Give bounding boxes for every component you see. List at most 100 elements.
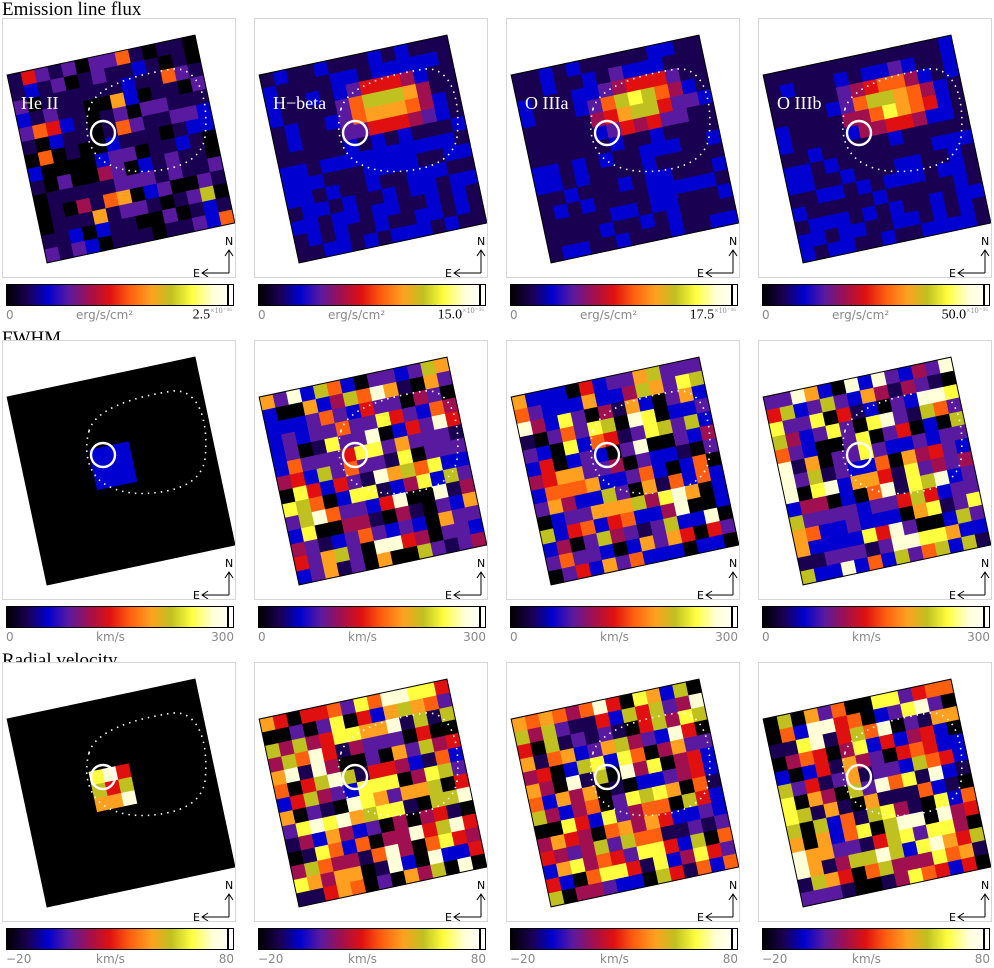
colorbar-labels: 0 km/s 300 [762,630,990,646]
colorbar-min-label: 0 [510,308,518,322]
map-frame: H−beta N E [254,18,488,278]
colorbar-unit-label: km/s [348,630,377,644]
compass-north-label: N [981,879,989,892]
colorbar [510,928,738,950]
colorbar-unit-label: km/s [600,952,629,966]
map-pixels [510,678,739,908]
compass-arrows: NE [193,235,234,278]
compass-arrows: NE [445,879,486,922]
colorbar-max-label: 300 [967,630,990,644]
colorbar-labels: −20 km/s 80 [510,952,738,968]
colorbar-unit-label: km/s [96,952,125,966]
aperture-circle [593,763,621,791]
compass-north-label: N [477,235,485,248]
colorbar-min-label: −20 [6,952,32,966]
compass-arrows: NE [697,235,738,278]
compass-arrows: NE [193,879,234,922]
aperture-circle [593,441,621,469]
colorbar-min-label: 0 [510,630,518,644]
compass-east-label: E [193,911,200,922]
compass-north-label: N [981,235,989,248]
colorbar-tick [731,285,733,305]
map-frame: O IIIa N E [506,18,740,278]
colorbar-tick [479,929,481,949]
compass-north-label: N [729,557,737,570]
compass-east-label: E [193,589,200,600]
colorbar-labels: 0 erg/s/cm² 17.5×10⁻¹⁶ [510,306,738,324]
line-label: He II [21,93,59,113]
aperture-circle [89,119,117,147]
compass-arrows: NE [193,557,234,600]
colorbar [762,284,990,306]
colorbar-min-label: 0 [6,630,14,644]
panel-fwhm-0: N E 0 km/s 300 [2,340,236,644]
aperture-circle [341,763,369,791]
colorbar-max-mantissa: 17.5 [689,307,715,323]
compass-east-label: E [193,267,200,278]
emission-map [258,356,487,586]
map-pixels [258,678,487,908]
aperture-circle [341,119,369,147]
colorbar-min-label: 0 [258,630,266,644]
map-pixels [6,356,235,586]
colorbar-labels: −20 km/s 80 [258,952,486,968]
compass-east-label: E [697,911,704,922]
colorbar-min-label: 0 [258,308,266,322]
compass-arrows: NE [949,879,990,921]
colorbar-max-label: 80 [974,952,990,966]
panel-flux-0: He II N E 0 erg/s/cm² 2.5×10⁻¹⁶ [2,18,236,323]
emission-map [258,678,487,908]
colorbar-max-label: 80 [470,952,486,966]
emission-map [762,678,991,908]
panel-flux-1: H−beta N E 0 erg/s/cm² 15.0×10⁻¹⁶ [254,18,488,323]
colorbar-max-label: 300 [715,630,738,644]
compass-north-label: N [225,235,233,248]
panel-fwhm-2: N E 0 km/s 300 [506,340,740,644]
colorbar-min-label: −20 [510,952,536,966]
colorbar [510,606,738,628]
colorbar-min-label: −20 [258,952,284,966]
compass-arrows: NE [697,557,738,599]
map-pixels [258,356,487,586]
colorbar-max-label: 2.5×10⁻¹⁶ [193,306,232,324]
colorbar-max-exponent: ×10⁻¹⁶ [210,306,232,315]
colorbar-max-exponent: ×10⁻¹⁶ [462,306,484,315]
compass-arrows: NE [445,235,486,278]
compass-arrows: NE [445,557,486,599]
colorbar-tick [983,929,985,949]
compass-east-label: E [445,267,452,278]
map-pixels [510,356,739,586]
compass-east-label: E [445,911,452,922]
colorbar-labels: 0 erg/s/cm² 50.0×10⁻¹⁶ [762,306,990,324]
compass-east-label: E [697,267,704,278]
colorbar-unit-label: km/s [96,630,125,644]
colorbar [762,606,990,628]
colorbar-min-label: 0 [6,308,14,322]
emission-map [762,34,991,264]
map-pixels [6,34,235,264]
colorbar [258,606,486,628]
panel-fwhm-1: N E 0 km/s 300 [254,340,488,644]
map-pixels [762,678,991,908]
compass-arrows: NE [697,879,738,922]
colorbar-unit-label: km/s [852,630,881,644]
colorbar-max-mantissa: 2.5 [192,307,211,323]
colorbar-max-label: 300 [211,630,234,644]
panel-velocity-0: N E −20 km/s 80 [2,662,236,966]
emission-map [510,678,739,908]
colorbar-labels: 0 erg/s/cm² 15.0×10⁻¹⁶ [258,306,486,324]
aperture-circle [845,763,873,791]
emission-map [6,678,235,908]
panel-flux-2: O IIIa N E 0 erg/s/cm² 17.5×10⁻¹⁶ [506,18,740,323]
colorbar-unit-label: km/s [600,630,629,644]
map-pixels [258,34,487,264]
compass-north-label: N [729,879,737,892]
colorbar [258,928,486,950]
colorbar-min-label: 0 [762,630,770,644]
colorbar [6,284,234,306]
